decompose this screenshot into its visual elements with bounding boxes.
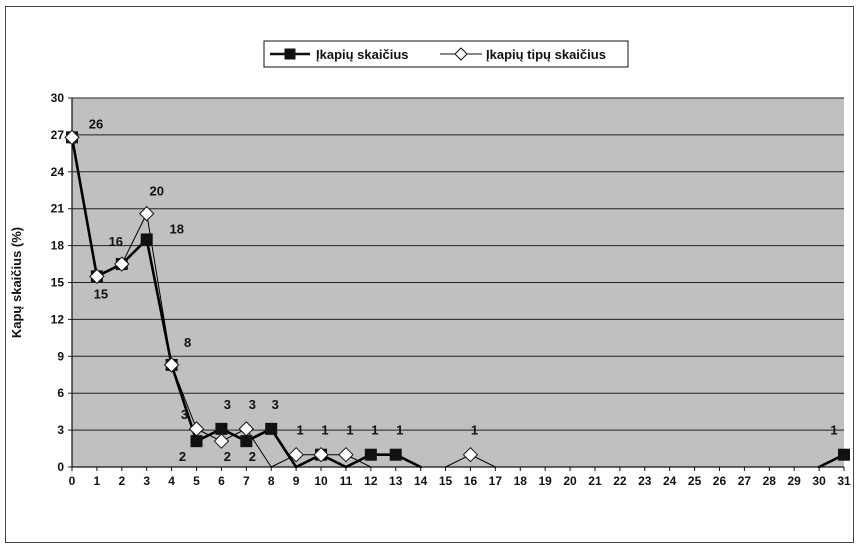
x-tick-label: 23 [638,474,652,488]
data-label: 15 [94,286,108,301]
data-label: 20 [149,184,163,199]
x-tick-label: 16 [464,474,478,488]
x-tick-label: 1 [94,474,101,488]
x-tick-label: 11 [340,474,353,488]
point-ikapiu-skaicius [364,448,377,461]
x-tick-label: 5 [193,474,200,488]
y-tick-label: 27 [51,128,65,142]
data-label: 16 [109,234,123,249]
y-tick-label: 18 [51,239,65,253]
x-tick-label: 24 [663,474,677,488]
x-tick-label: 8 [268,474,275,488]
x-tick-label: 6 [218,474,225,488]
x-tick-label: 4 [168,474,175,488]
data-label: 3 [272,397,279,412]
x-tick-label: 19 [538,474,552,488]
point-ikapiu-tipu-skaicius [313,446,329,463]
x-tick-label: 2 [118,474,125,488]
x-tick-label: 15 [439,474,453,488]
point-ikapiu-tipu-skaicius [462,446,479,463]
data-label: 1 [297,423,304,438]
x-tick-label: 27 [738,474,752,488]
point-ikapiu-tipu-skaicius [163,357,180,373]
x-tick-label: 29 [788,474,802,488]
x-tick-label: 30 [812,474,826,488]
data-label: 1 [396,423,403,438]
y-tick-label: 24 [51,165,65,179]
legend-marker-ikapiu-tipu-skaicius [454,47,468,61]
x-tick-label: 10 [314,474,328,488]
series-line-ikapiu-tipu-skaicius [71,136,98,277]
y-tick-label: 0 [57,460,64,474]
x-tick-label: 21 [588,474,602,488]
data-label: 1 [830,423,837,438]
y-tick-label: 15 [51,276,65,290]
y-tick-label: 21 [51,202,65,216]
series-line-ikapiu-tipu-skaicius [171,364,198,430]
data-label: 2 [224,449,231,464]
x-tick-label: 12 [364,474,378,488]
y-tick-label: 30 [51,91,65,105]
point-ikapiu-skaicius [240,435,253,448]
x-tick-label: 13 [389,474,403,488]
series-line-ikapiu-skaicius [269,427,298,469]
x-tick-label: 22 [613,474,627,488]
x-tick-label: 7 [243,474,250,488]
data-label: 3 [181,407,188,422]
data-label: 1 [321,423,328,438]
x-tick-label: 14 [414,474,428,488]
x-tick-label: 31 [837,474,851,488]
y-tick-label: 6 [57,386,64,400]
x-tick-label: 20 [563,474,577,488]
x-tick-label: 17 [489,474,503,488]
data-label: 2 [249,449,256,464]
x-tick-label: 9 [293,474,300,488]
x-tick-label: 25 [688,474,702,488]
legend-label-ikapiu-tipu-skaicius: Įkapių tipų skaičius [486,47,606,62]
point-ikapiu-tipu-skaicius [338,446,354,463]
data-label: 1 [346,423,353,438]
x-tick-label: 0 [69,474,76,488]
x-tick-label: 3 [143,474,150,488]
data-label: 8 [184,335,191,350]
point-ikapiu-tipu-skaicius [89,268,105,285]
y-tick-label: 12 [51,312,65,326]
point-ikapiu-tipu-skaicius [64,129,80,146]
legend-marker-ikapiu-skaicius [284,48,296,60]
data-label: 1 [471,423,478,438]
data-label: 18 [169,221,183,236]
point-ikapiu-tipu-skaicius [114,256,130,272]
point-ikapiu-tipu-skaicius [238,421,255,437]
data-label: 2 [179,449,186,464]
point-ikapiu-tipu-skaicius [139,205,155,222]
point-ikapiu-skaicius [389,448,402,461]
x-tick-label: 26 [713,474,727,488]
series-line-ikapiu-tipu-skaicius [121,213,148,265]
point-ikapiu-tipu-skaicius [188,421,205,437]
data-label: 3 [224,397,231,412]
x-tick-label: 28 [763,474,777,488]
point-ikapiu-skaicius [838,448,850,461]
data-label: 3 [249,397,256,412]
legend-label-ikapiu-skaicius: Įkapių skaičius [316,47,409,62]
data-label: 26 [89,116,103,131]
point-ikapiu-skaicius [215,422,228,435]
y-axis-title: Kapų skaičius (%) [9,227,24,338]
point-ikapiu-skaicius [190,435,203,448]
x-tick-label: 18 [514,474,528,488]
point-ikapiu-tipu-skaicius [288,446,304,463]
data-label: 1 [371,423,378,438]
series-line-ikapiu-skaicius [145,238,173,367]
point-ikapiu-tipu-skaicius [213,433,230,449]
y-tick-label: 3 [57,423,64,437]
point-ikapiu-skaicius [265,422,278,435]
point-ikapiu-skaicius [140,233,153,246]
y-tick-label: 9 [57,349,64,363]
